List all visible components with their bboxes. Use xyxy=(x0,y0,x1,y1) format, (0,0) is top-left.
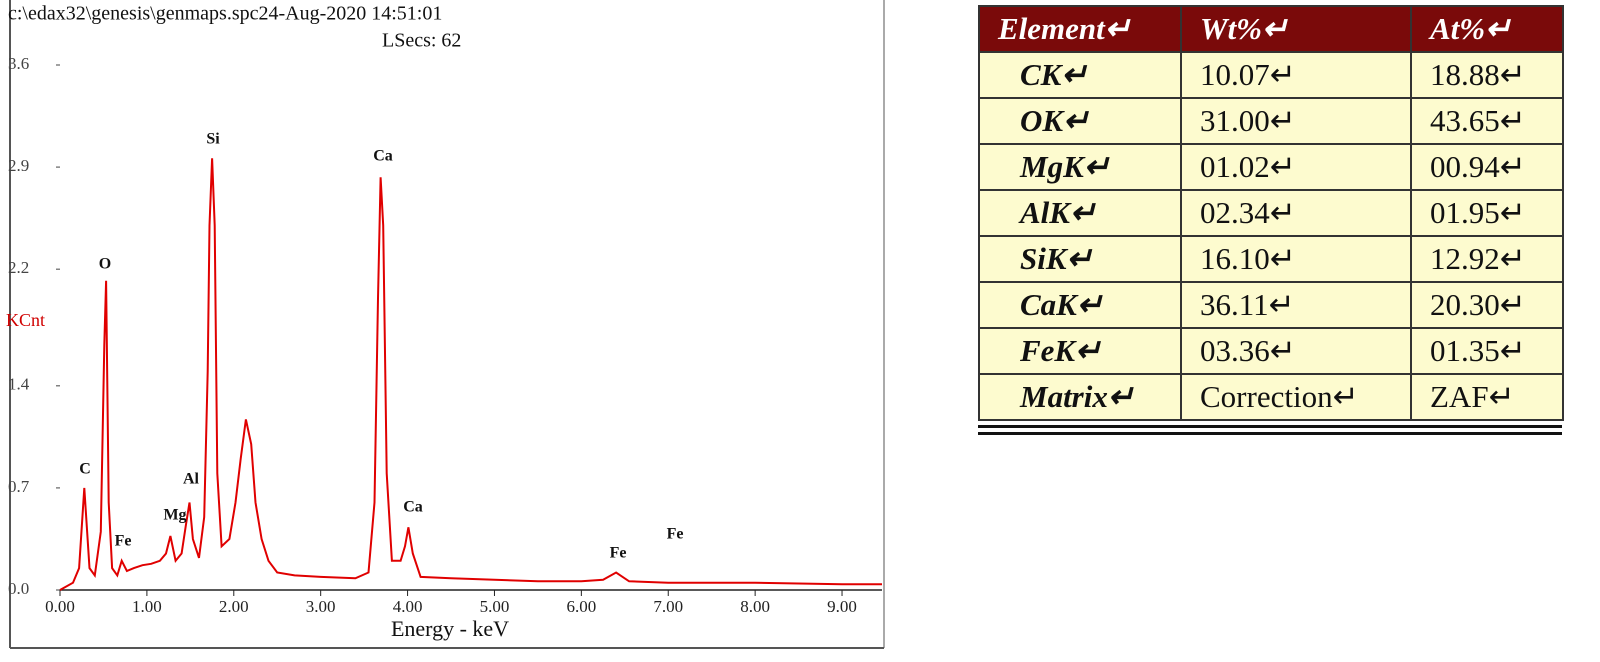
value-cell: ZAF↵ xyxy=(1410,373,1564,421)
value-cell: 43.65↵ xyxy=(1410,97,1564,145)
table-row: Matrix↵ Correction↵ ZAF↵ xyxy=(978,373,1564,421)
element-cell: CaK↵ xyxy=(978,281,1182,329)
y-tick-label: 0.0 xyxy=(8,579,29,598)
table-row: OK↵ 31.00↵ 43.65↵ xyxy=(978,97,1564,145)
table-row: FeK↵ 03.36↵ 01.35↵ xyxy=(978,327,1564,375)
x-tick-label: 9.00 xyxy=(827,597,857,616)
value-cell: 12.92↵ xyxy=(1410,235,1564,283)
x-tick-label: 0.00 xyxy=(45,597,75,616)
value-cell: 20.30↵ xyxy=(1410,281,1564,329)
chart-title: c:\edax32\genesis\genmaps.spc24-Aug-2020… xyxy=(8,3,442,25)
element-cell: SiK↵ xyxy=(978,235,1182,283)
value-cell: 03.36↵ xyxy=(1180,327,1412,375)
table-row: AlK↵ 02.34↵ 01.95↵ xyxy=(978,189,1564,237)
header-cell: At%↵ xyxy=(1410,5,1564,53)
y-tick-label: 3.6 xyxy=(8,54,29,73)
chart: c:\edax32\genesis\genmaps.spc24-Aug-2020… xyxy=(6,0,885,649)
element-cell: MgK↵ xyxy=(978,143,1182,191)
y-tick-label: 2.2 xyxy=(8,258,29,277)
x-tick-label: 4.00 xyxy=(393,597,423,616)
chart-subtitle: LSecs: 62 xyxy=(382,30,461,52)
peak-label: Ca xyxy=(373,148,393,165)
peak-label: C xyxy=(79,461,91,478)
element-cell: OK↵ xyxy=(978,97,1182,145)
spectrum-line xyxy=(59,158,882,591)
y-tick-label: 1.4 xyxy=(8,375,30,394)
value-cell: 01.02↵ xyxy=(1180,143,1412,191)
element-cell: AlK↵ xyxy=(978,189,1182,237)
element-cell: FeK↵ xyxy=(978,327,1182,375)
peak-label: Al xyxy=(183,471,200,488)
element-cell: Matrix↵ xyxy=(978,373,1182,421)
x-tick-label: 1.00 xyxy=(132,597,162,616)
y-tick-label: 2.9 xyxy=(8,156,29,175)
table-row: MgK↵ 01.02↵ 00.94↵ xyxy=(978,143,1564,191)
peak-label: Ca xyxy=(403,499,423,516)
x-tick-label: 5.00 xyxy=(480,597,510,616)
x-tick-label: 7.00 xyxy=(653,597,683,616)
results-table: Element↵ Wt%↵ At%↵ CK↵ 10.07↵ 18.88↵ OK↵ 31.00… xyxy=(978,5,1564,421)
value-cell: 02.34↵ xyxy=(1180,189,1412,237)
value-cell: 01.95↵ xyxy=(1410,189,1564,237)
value-cell: 36.11↵ xyxy=(1180,281,1412,329)
peak-label: O xyxy=(99,256,111,273)
value-cell: 18.88↵ xyxy=(1410,51,1564,99)
value-cell: 31.00↵ xyxy=(1180,97,1412,145)
x-tick-label: 6.00 xyxy=(566,597,596,616)
table-row: CaK↵ 36.11↵ 20.30↵ xyxy=(978,281,1564,329)
table-row: SiK↵ 16.10↵ 12.92↵ xyxy=(978,235,1564,283)
table-row: CK↵ 10.07↵ 18.88↵ xyxy=(978,51,1564,99)
value-cell: 00.94↵ xyxy=(1410,143,1564,191)
table-body: CK↵ 10.07↵ 18.88↵ OK↵ 31.00↵ 43.65↵ MgK↵ 01.02↵… xyxy=(978,51,1564,421)
x-axis-label: Energy - keV xyxy=(391,616,509,641)
header-cell: Element↵ xyxy=(978,5,1182,53)
y-tick-label: 0.7 xyxy=(8,477,30,496)
header-cell: Wt%↵ xyxy=(1180,5,1412,53)
y-axis-label: KCnt xyxy=(6,310,45,330)
value-cell: 10.07↵ xyxy=(1180,51,1412,99)
header-row: Element↵ Wt%↵ At%↵ xyxy=(978,5,1564,53)
value-cell: Correction↵ xyxy=(1180,373,1412,421)
peak-label: Fe xyxy=(610,545,627,562)
value-cell: 16.10↵ xyxy=(1180,235,1412,283)
x-tick-label: 8.00 xyxy=(740,597,770,616)
peak-label: Si xyxy=(206,131,220,148)
peak-label: Fe xyxy=(667,526,684,543)
value-cell: 01.35↵ xyxy=(1410,327,1564,375)
peak-label: Fe xyxy=(115,533,132,550)
peak-label: Mg xyxy=(163,507,186,524)
x-tick-label: 2.00 xyxy=(219,597,249,616)
element-cell: CK↵ xyxy=(978,51,1182,99)
table-bottom-rule xyxy=(978,425,1562,435)
x-tick-label: 3.00 xyxy=(306,597,336,616)
